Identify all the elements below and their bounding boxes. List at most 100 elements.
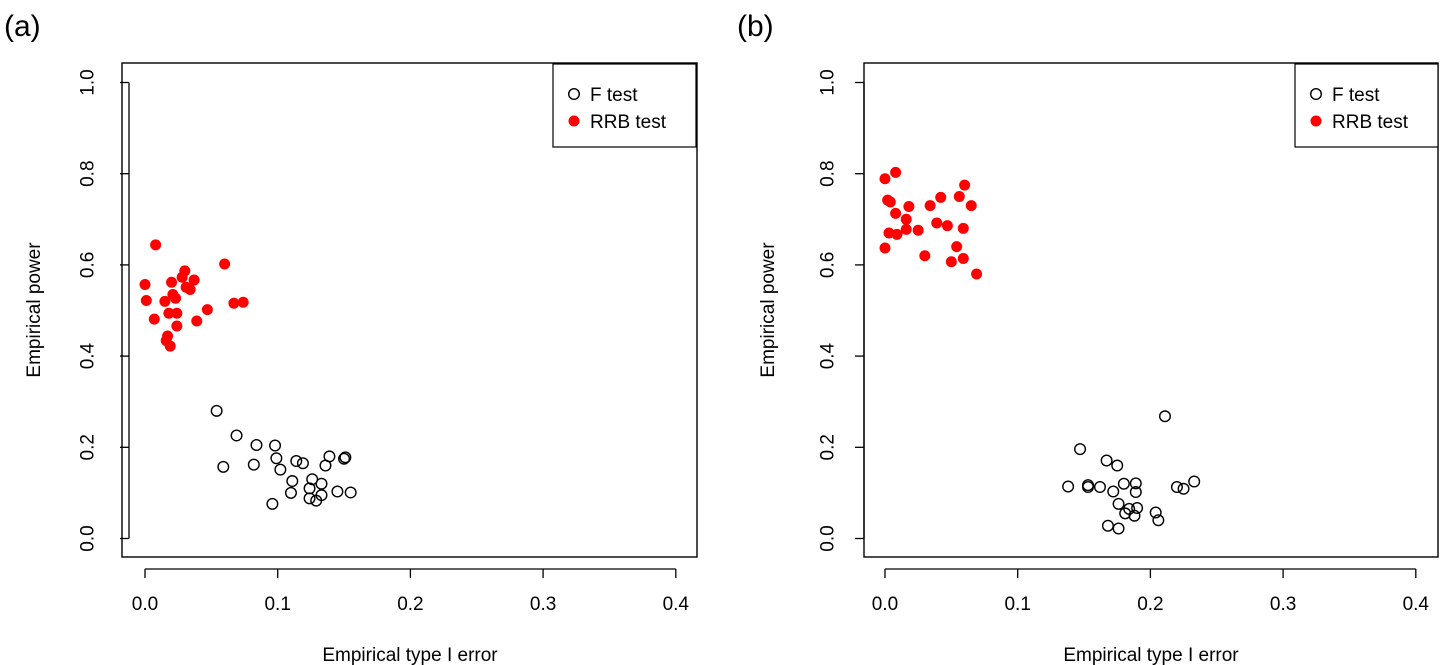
f-test-point xyxy=(1188,475,1201,488)
points-layer xyxy=(879,166,1201,535)
y-tick-label: 0.0 xyxy=(818,525,839,551)
rrb-test-point xyxy=(900,213,912,225)
rrb-test-point xyxy=(176,271,188,283)
f-test-point xyxy=(344,486,357,499)
rrb-test-point xyxy=(884,196,896,208)
f-test-point xyxy=(1152,514,1165,527)
f-test-point xyxy=(1093,480,1106,493)
x-tick-label: 0.1 xyxy=(264,594,290,615)
f-test-point xyxy=(1112,497,1125,510)
y-tick-label: 0.2 xyxy=(818,434,839,460)
rrb-test-point xyxy=(959,179,971,191)
legend-label-f-test: F test xyxy=(1332,85,1380,106)
rrb-test-point xyxy=(164,340,176,352)
rrb-test-point xyxy=(890,166,902,178)
f-test-point xyxy=(1062,480,1075,493)
panel-label: (a) xyxy=(4,10,41,43)
f-test-point xyxy=(217,460,230,473)
x-tick-label: 0.3 xyxy=(530,594,556,615)
f-test-point xyxy=(1112,522,1125,535)
f-test-point xyxy=(315,477,328,490)
rrb-test-point xyxy=(957,222,969,234)
f-test-point xyxy=(1123,502,1136,515)
f-test-point xyxy=(1074,443,1087,456)
rrb-test-point xyxy=(228,297,240,309)
rrb-test-point xyxy=(191,315,203,327)
f-test-point xyxy=(319,459,332,472)
y-tick-label: 0.4 xyxy=(818,342,839,369)
panel-b: (b) 0.0 0.1 0.2 0.3 0.4 0.0 0.2 0.4 0.6 0.8 1.0 E… xyxy=(737,10,1439,665)
f-test-point xyxy=(310,494,323,507)
rrb-test-point xyxy=(971,268,983,280)
x-tick-label: 0.2 xyxy=(397,594,423,615)
rrb-test-point xyxy=(919,250,931,262)
rrb-test-point xyxy=(903,201,915,213)
legend: F test RRB test xyxy=(552,63,697,148)
rrb-test-point xyxy=(171,320,183,332)
f-test-point xyxy=(1131,501,1144,514)
rrb-test-point xyxy=(201,304,213,316)
rrb-test-point xyxy=(170,292,182,304)
rrb-test-point xyxy=(188,274,200,286)
f-test-point xyxy=(1111,459,1124,472)
rrb-test-point xyxy=(891,228,903,240)
legend-label-rrb-test: RRB test xyxy=(590,112,667,133)
rrb-test-point xyxy=(237,296,249,308)
rrb-test-point xyxy=(166,276,178,288)
f-test-point xyxy=(1119,507,1132,520)
legend-marker-rrb-test xyxy=(568,115,580,127)
f-test-point xyxy=(1149,506,1162,519)
y-tick-label: 1.0 xyxy=(78,69,99,95)
rrb-test-point xyxy=(139,279,151,291)
f-test-point xyxy=(331,485,344,498)
y-axis-title: Empirical power xyxy=(758,242,779,378)
x-tick-label: 0.4 xyxy=(1403,594,1430,615)
rrb-test-point xyxy=(953,191,965,202)
f-test-point xyxy=(1117,477,1130,490)
rrb-test-point xyxy=(159,295,171,307)
legend-marker-f-test xyxy=(568,87,581,100)
x-tick-label: 0.0 xyxy=(872,594,898,615)
f-test-point xyxy=(1158,410,1171,423)
x-tick-label: 0.3 xyxy=(1270,594,1296,615)
legend-box xyxy=(1294,63,1439,148)
f-test-point xyxy=(1129,477,1142,490)
f-test-point xyxy=(303,492,316,505)
y-tick-label: 0.6 xyxy=(818,252,839,278)
panel-a: (a) 0.0 0.1 0.2 0.3 0.4 0.0 0.2 0.4 0.6 0.8 1.0 E… xyxy=(4,10,698,665)
f-test-point xyxy=(269,439,282,452)
y-axis-title: Empirical power xyxy=(24,242,45,378)
panel-label: (b) xyxy=(737,10,774,43)
f-test-point xyxy=(230,429,243,442)
f-test-point xyxy=(1170,480,1183,493)
f-test-point xyxy=(1129,485,1142,498)
rrb-test-point xyxy=(924,200,936,212)
y-tick-label: 0.8 xyxy=(818,160,839,186)
legend-marker-rrb-test xyxy=(1310,115,1322,127)
f-test-point xyxy=(270,452,283,465)
x-axis: 0.0 0.1 0.2 0.3 0.4 xyxy=(132,568,689,615)
plot-frame xyxy=(121,62,698,558)
f-test-point xyxy=(274,463,287,476)
rrb-test-point xyxy=(912,224,924,236)
rrb-test-point xyxy=(957,253,969,265)
rrb-test-point xyxy=(879,242,891,254)
f-test-point xyxy=(1107,485,1120,498)
x-axis: 0.0 0.1 0.2 0.3 0.4 xyxy=(872,568,1430,615)
rrb-test-point xyxy=(184,284,196,296)
f-test-point xyxy=(1100,454,1113,467)
rrb-test-point xyxy=(163,307,175,319)
y-tick-label: 0.0 xyxy=(78,525,99,551)
rrb-test-point xyxy=(951,241,963,253)
y-tick-label: 0.6 xyxy=(78,252,99,278)
x-tick-label: 0.2 xyxy=(1137,594,1163,615)
f-test-point xyxy=(210,404,223,417)
f-test-point xyxy=(1082,480,1095,493)
rrb-test-point xyxy=(941,220,953,232)
x-axis-title: Empirical type I error xyxy=(322,645,498,665)
f-test-point xyxy=(266,497,279,510)
x-tick-label: 0.0 xyxy=(132,594,158,615)
f-test-point xyxy=(1101,519,1114,532)
rrb-test-point xyxy=(148,313,160,325)
rrb-test-point xyxy=(150,239,162,251)
